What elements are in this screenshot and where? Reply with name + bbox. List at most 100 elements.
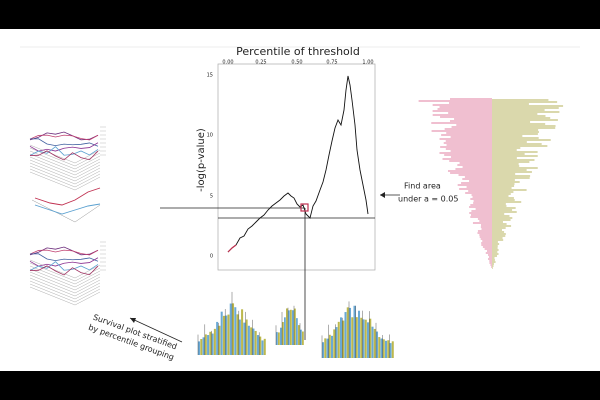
arrow-head — [380, 192, 385, 198]
hist-bar — [256, 335, 259, 355]
plane — [31, 199, 101, 223]
survival-curve — [29, 257, 99, 267]
hist-bar — [342, 320, 345, 358]
y-tick-label: 0 — [210, 254, 213, 260]
hist-bar — [373, 328, 376, 358]
hist-bar — [353, 305, 356, 358]
plane — [29, 159, 101, 179]
hist-bar — [331, 335, 334, 358]
hist-bar — [200, 339, 203, 355]
hist-bar — [241, 309, 244, 355]
hist-bar — [245, 319, 248, 355]
hist-bar — [222, 315, 225, 355]
hist-bar — [236, 314, 239, 355]
hist-bar — [202, 337, 205, 355]
curve-start — [227, 244, 237, 253]
hist-bar — [346, 307, 349, 358]
plane — [29, 144, 101, 164]
hist-bar — [385, 340, 388, 358]
hist-bar — [220, 311, 223, 355]
hist-bar — [344, 312, 347, 358]
hist-bar — [204, 334, 207, 355]
bottom-band — [0, 371, 600, 400]
top-band — [0, 0, 600, 29]
hist-bar — [367, 322, 370, 358]
hist-bar — [326, 338, 329, 358]
plane — [29, 165, 101, 185]
plot-title: Percentile of threshold — [236, 45, 360, 58]
hist-bar — [232, 303, 235, 355]
hist-bar — [227, 314, 230, 355]
hist-bar — [322, 342, 325, 358]
hist-bar — [369, 318, 372, 358]
hist-bar — [252, 328, 255, 355]
hist-bar — [284, 317, 286, 345]
plane — [29, 274, 101, 294]
hist-bar — [387, 340, 390, 358]
hist-bar — [286, 308, 288, 345]
plane — [29, 168, 101, 188]
x-tick-label: 1.00 — [362, 60, 373, 66]
plane — [29, 153, 101, 173]
hist-bar — [296, 318, 298, 345]
survival-curve — [29, 131, 99, 141]
hist-bar — [216, 321, 219, 355]
hist-bar — [349, 307, 352, 358]
hist-bar — [218, 325, 221, 355]
hist-bar — [391, 341, 394, 358]
x-tick-label: 0.50 — [291, 60, 302, 66]
survival-curve — [34, 187, 101, 206]
plane — [29, 162, 101, 182]
hist-bar — [358, 310, 361, 358]
hist-bar — [324, 338, 327, 358]
survival-curve — [29, 150, 99, 161]
survival-curve — [29, 246, 99, 256]
hist-bar — [198, 341, 201, 355]
y-tick-label: 5 — [210, 194, 213, 200]
survival-curve — [29, 261, 99, 271]
hist-bar — [234, 307, 237, 355]
hist-bar — [380, 338, 383, 358]
x-tick-label: 0.00 — [222, 60, 233, 66]
survival-curve — [29, 146, 99, 156]
hist-bar — [294, 308, 296, 345]
hist-bar — [254, 330, 257, 355]
y-tick-label: 15 — [207, 73, 213, 79]
hist-bar — [243, 322, 246, 355]
hist-bar — [280, 327, 282, 345]
hist-bar — [225, 315, 228, 355]
hist-bar — [213, 328, 216, 355]
arrow — [129, 317, 183, 343]
arrow-head — [130, 318, 136, 323]
hist-bar — [292, 310, 294, 345]
hist-bar — [300, 329, 302, 345]
hist-bar — [364, 319, 367, 358]
hist-bar — [247, 325, 250, 355]
plane — [29, 268, 101, 288]
x-tick-label: 0.75 — [326, 60, 337, 66]
x-tick-label: 0.25 — [255, 60, 266, 66]
plane — [29, 265, 101, 285]
plane — [29, 259, 101, 279]
hist-bar — [340, 317, 343, 358]
plane — [29, 283, 101, 303]
hist-bar — [278, 332, 280, 345]
hist-bar — [355, 317, 358, 358]
plane — [29, 150, 101, 170]
plane — [29, 171, 101, 191]
survival-curve — [29, 142, 99, 152]
p-value-curve — [227, 75, 369, 253]
hist-bar — [362, 319, 365, 358]
hist-bar — [371, 326, 374, 358]
hist-bar — [282, 322, 284, 345]
hist-bar — [276, 332, 278, 345]
plane — [29, 286, 101, 306]
hist-bar — [298, 325, 300, 345]
hist-bar — [261, 340, 264, 355]
plane — [29, 277, 101, 297]
hist-bar — [328, 334, 331, 358]
hist-bar — [229, 303, 232, 355]
hist-bar — [378, 337, 381, 358]
hist-bar — [376, 331, 379, 358]
hist-bar — [351, 317, 354, 358]
